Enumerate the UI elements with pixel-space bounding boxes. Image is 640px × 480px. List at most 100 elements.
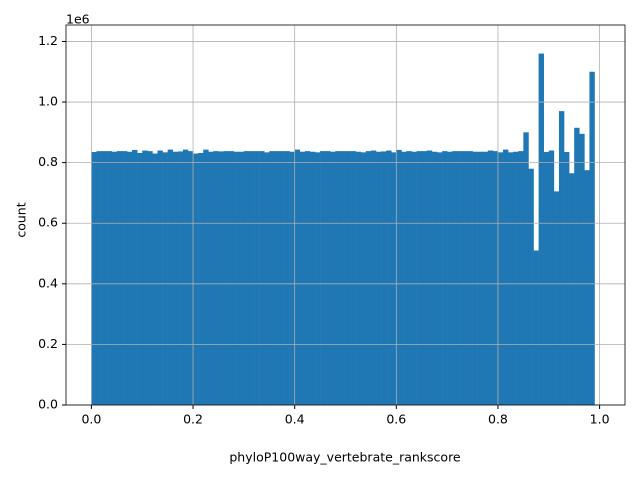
bar [340,151,346,405]
bar [187,151,194,405]
bar [325,151,331,405]
bar [167,149,174,405]
bar [335,151,341,405]
y-tick-label: 1.2 [38,33,58,48]
bar [421,151,428,405]
axes-frame [65,24,626,406]
bar [462,151,468,405]
bar [477,151,484,405]
bar [436,152,443,405]
x-tick-label: 0.0 [81,412,101,427]
bar [274,151,280,405]
x-axis-label: phyloP100way_vertebrate_rankscore [229,450,461,465]
bar [254,151,260,405]
bar [396,149,402,405]
bar [457,151,463,405]
bar [223,151,229,405]
bar [482,151,489,405]
bar [248,151,255,405]
x-tick-label: 1.0 [590,412,610,427]
bar [147,151,153,405]
bar [416,151,423,405]
bar [137,152,143,405]
bar [472,151,478,405]
bar [523,132,529,405]
bar [350,151,356,405]
bar [426,150,433,405]
bar [106,151,113,405]
bar [91,152,97,405]
y-tick-label: 0.0 [38,397,58,412]
x-tick-label: 0.2 [183,412,203,427]
offset-label: 1e6 [66,12,90,27]
bar [553,191,560,405]
bar [365,151,372,405]
bar [386,150,392,405]
bar [152,153,158,405]
bar [360,152,367,405]
bar [101,151,107,405]
y-tick-label: 0.2 [38,336,58,351]
bar [447,151,453,405]
bar [533,250,539,405]
bar [548,150,555,405]
bar [467,151,473,405]
bar [309,151,316,405]
bar [289,151,295,405]
bar [177,151,184,405]
bar [320,151,326,405]
bar [513,151,519,405]
bar [431,151,438,405]
bar [284,151,290,405]
bar [579,133,585,405]
bar [355,151,362,405]
bar [345,151,351,405]
bar [370,150,377,405]
bar [492,151,499,405]
bar [233,151,240,405]
bar [264,152,270,405]
bar [157,150,163,405]
bar [243,151,250,405]
y-axis-label: count [14,202,29,237]
bar [193,153,199,405]
bar [391,152,397,405]
bar [381,151,387,405]
bar [111,151,118,405]
bar [558,111,565,406]
bar [574,127,580,405]
bar [406,151,412,405]
bar [503,149,509,405]
bar [294,149,301,405]
bar [330,151,336,405]
x-tick-label: 0.4 [285,412,305,427]
bar [304,151,311,405]
bar [208,151,214,405]
y-tick-label: 0.4 [38,275,58,290]
bar [126,151,133,405]
bar [116,151,123,405]
bar [452,151,458,405]
bar [203,149,209,405]
bar [375,151,382,405]
bar [315,152,321,405]
bar [279,151,285,405]
bar [162,152,168,405]
bar [96,151,102,405]
x-tick-label: 0.6 [386,412,406,427]
bar [228,151,234,405]
bar [259,151,265,405]
bar [589,71,595,405]
bar [238,151,245,405]
bar [569,173,575,405]
bar [538,53,544,405]
bar [172,151,179,405]
bar [132,149,138,405]
bar [299,151,306,405]
bar [213,151,219,405]
x-tick-label: 0.8 [488,412,508,427]
bar [121,151,128,405]
bar [142,150,148,405]
bar [564,152,570,405]
y-tick-label: 0.8 [38,154,58,169]
